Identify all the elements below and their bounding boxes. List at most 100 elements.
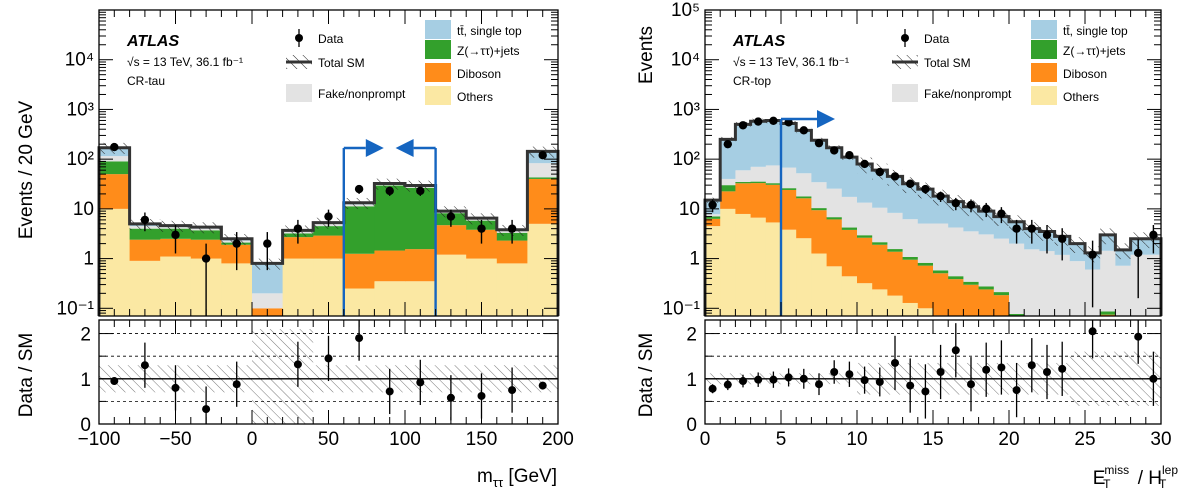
- left-stack-bar: [344, 254, 375, 289]
- right-data-point: [1028, 224, 1036, 232]
- left-ratio-uncertainty: [252, 329, 283, 424]
- legend-others-label: Others: [1063, 90, 1099, 104]
- right-stack-bar: [979, 286, 995, 289]
- right-data-point: [936, 192, 944, 200]
- right-ratio-point: [967, 380, 975, 388]
- right-stack-bar: [751, 183, 767, 218]
- right-ratio-point: [982, 366, 990, 374]
- right-stack-bar: [705, 226, 721, 316]
- legend-data-label: Data: [924, 32, 950, 46]
- right-data-point: [754, 117, 762, 125]
- left-ratio-point: [325, 354, 333, 362]
- right-stack-bar: [1039, 251, 1055, 316]
- right-region-label: CR-top: [733, 74, 771, 88]
- legend-fake-label: Fake/nonprompt: [318, 87, 406, 101]
- legend-others-swatch: [1031, 86, 1057, 105]
- right-stack-bar: [872, 289, 888, 316]
- right-data-point: [830, 146, 838, 154]
- legend-ttbar-label: tt̄, single top: [457, 24, 522, 38]
- left-ratio-point: [172, 384, 180, 392]
- right-ratio-y-tick-label: 2: [686, 325, 697, 346]
- right-data-point: [815, 139, 823, 147]
- right-ratio-point: [830, 368, 838, 376]
- right-stack-bar: [903, 260, 919, 303]
- left-stack-bar: [497, 241, 528, 264]
- right-stack-bar: [735, 183, 751, 214]
- right-stack-bar: [903, 303, 919, 316]
- left-data-point: [386, 187, 394, 195]
- right-y-tick-label: 10⁵: [671, 0, 700, 21]
- left-stack-bar: [252, 293, 283, 308]
- right-data-point: [1134, 249, 1142, 257]
- right-data-point: [952, 199, 960, 207]
- legend-ttbar-swatch: [1031, 20, 1057, 39]
- right-y-tick-label: 10²: [673, 149, 700, 170]
- left-data-point: [171, 231, 179, 239]
- right-ratio-y-axis-label: Data / SM: [636, 333, 657, 417]
- right-stack-bar: [751, 167, 767, 182]
- left-ratio-point: [447, 394, 455, 402]
- right-stack-bar: [963, 285, 979, 316]
- right-atlas-label: ATLAS: [732, 33, 785, 50]
- right-x-tick-label: 25: [1074, 429, 1095, 450]
- left-ratio-point: [110, 377, 118, 385]
- right-ratio-point: [769, 376, 777, 384]
- right-data-point: [845, 151, 853, 159]
- right-ratio-point: [921, 387, 929, 395]
- right-data-point: [724, 140, 732, 148]
- left-x-tick-label: 150: [466, 429, 498, 450]
- right-stack-bar: [766, 120, 782, 165]
- right-ratio-point: [876, 378, 884, 386]
- left-ratio-point: [416, 378, 424, 386]
- right-stack-bar: [918, 224, 934, 263]
- left-stack-bar: [313, 236, 344, 259]
- left-data-point: [233, 239, 241, 247]
- right-data-point: [708, 201, 716, 209]
- right-stack-bar: [796, 238, 812, 316]
- left-stack-bar: [436, 225, 467, 254]
- right-stack-bar: [1070, 261, 1086, 316]
- right-stack-bar: [720, 191, 736, 209]
- left-stack-bar: [527, 179, 558, 224]
- left-ratio-point: [386, 387, 394, 395]
- legend-data-marker: [901, 34, 909, 42]
- left-ratio-point: [141, 361, 149, 369]
- right-stack-bar: [933, 270, 949, 273]
- left-ratio-y-axis-label: Data / SM: [16, 333, 37, 417]
- left-stack-bar: [283, 259, 314, 316]
- right-y-tick-label: 10³: [673, 99, 700, 120]
- right-data-point: [891, 172, 899, 180]
- right-stack-bar: [811, 208, 827, 210]
- left-x-tick-label: 0: [247, 429, 258, 450]
- legend-fake-label: Fake/nonprompt: [924, 87, 1012, 101]
- left-data-point: [447, 212, 455, 220]
- legend-ztautau-swatch: [425, 40, 451, 59]
- right-ratio-point: [739, 377, 747, 385]
- legend-others-label: Others: [457, 90, 493, 104]
- right-data-point: [921, 185, 929, 193]
- right-stack-bar: [918, 266, 934, 309]
- legend-ttbar-swatch: [425, 20, 451, 39]
- left-atlas-label: ATLAS: [126, 33, 179, 50]
- left-stack-bar: [497, 263, 528, 316]
- right-ratio-point: [952, 346, 960, 354]
- right-stack-bar: [811, 210, 827, 253]
- left-stack-bar: [99, 209, 130, 316]
- left-region-label: CR-tau: [127, 74, 165, 88]
- right-x-tick-label: 15: [922, 429, 943, 450]
- right-stack-bar: [827, 217, 843, 219]
- right-ratio-point: [800, 375, 808, 383]
- right-stack-bar: [1009, 244, 1025, 314]
- right-stack-bar: [781, 188, 797, 190]
- right-stack-bar: [857, 235, 873, 237]
- left-energy-label: √s = 13 TeV, 36.1 fb⁻¹: [127, 55, 243, 69]
- legend-fake-swatch: [286, 84, 312, 102]
- right-stack-bar: [1100, 311, 1116, 314]
- right-stack-bar: [903, 219, 919, 257]
- right-data-point: [1043, 231, 1051, 239]
- left-stack-bar: [374, 251, 405, 282]
- right-stack-bar: [827, 266, 843, 316]
- right-data-point: [967, 201, 975, 209]
